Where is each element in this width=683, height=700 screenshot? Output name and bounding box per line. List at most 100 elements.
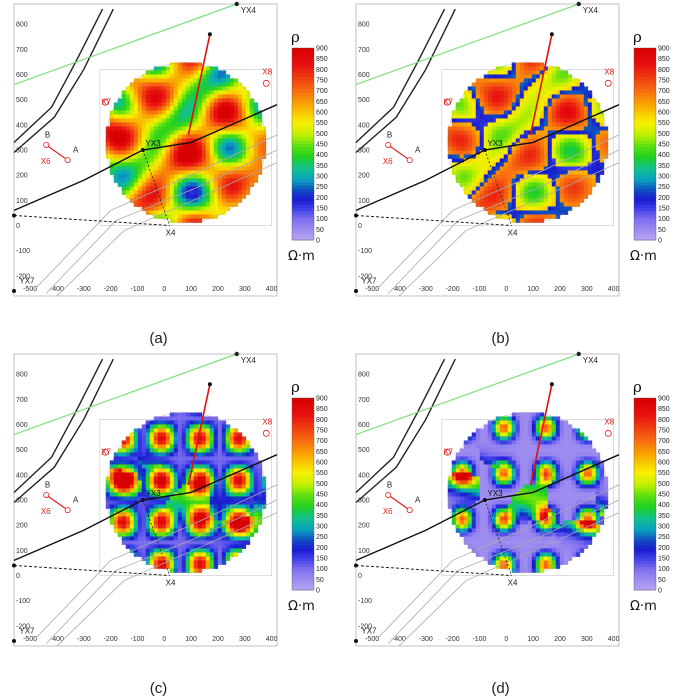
disc-cell	[193, 456, 199, 461]
disc-cell	[189, 544, 195, 549]
colorbar-tick-label: 450	[316, 492, 328, 499]
disc-cell	[499, 214, 505, 219]
disc-cell	[567, 142, 573, 147]
disc-cell	[515, 460, 521, 465]
disc-cell	[165, 452, 171, 457]
disc-cell	[221, 468, 227, 473]
disc-cell	[129, 118, 135, 123]
disc-cell	[491, 118, 497, 123]
disc-cell	[515, 420, 521, 425]
disc-cell	[249, 122, 255, 127]
disc-cell	[121, 150, 127, 155]
disc-cell	[177, 154, 183, 159]
disc-cell	[519, 70, 525, 75]
disc-cell	[583, 118, 589, 123]
disc-cell	[563, 90, 569, 95]
disc-cell	[145, 166, 151, 171]
disc-cell	[205, 106, 211, 111]
disc-cell	[129, 540, 135, 545]
disc-cell	[189, 444, 195, 449]
colorbar-tick-label: 350	[316, 163, 328, 170]
disc-cell	[213, 122, 219, 127]
disc-cell	[161, 476, 167, 481]
disc-cell	[551, 432, 557, 437]
disc-cell	[153, 174, 159, 179]
disc-cell	[161, 420, 167, 425]
disc-cell	[249, 106, 255, 111]
disc-cell	[253, 480, 259, 485]
disc-cell	[145, 118, 151, 123]
disc-cell	[177, 118, 183, 123]
disc-cell	[125, 508, 131, 513]
disc-cell	[181, 568, 187, 573]
disc-cell	[567, 190, 573, 195]
disc-cell	[543, 66, 549, 71]
disc-cell	[149, 424, 155, 429]
disc-cell	[503, 154, 509, 159]
disc-cell	[515, 472, 521, 477]
disc-cell	[547, 98, 553, 103]
disc-cell	[483, 130, 489, 135]
disc-cell	[249, 484, 255, 489]
disc-cell	[539, 210, 545, 215]
disc-cell	[555, 150, 561, 155]
disc-cell	[555, 484, 561, 489]
disc-cell	[559, 158, 565, 163]
colorbar-step	[292, 538, 314, 543]
disc-cell	[531, 218, 537, 223]
disc-cell	[241, 500, 247, 505]
disc-cell	[543, 468, 549, 473]
disc-cell	[459, 480, 465, 485]
disc-cell	[165, 202, 171, 207]
disc-cell	[499, 198, 505, 203]
disc-cell	[225, 552, 231, 557]
disc-cell	[475, 122, 481, 127]
disc-cell	[523, 158, 529, 163]
disc-cell	[129, 150, 135, 155]
disc-cell	[169, 444, 175, 449]
disc-cell	[531, 214, 537, 219]
disc-cell	[205, 448, 211, 453]
disc-cell	[253, 452, 259, 457]
disc-cell	[149, 552, 155, 557]
disc-cell	[475, 452, 481, 457]
disc-cell	[129, 174, 135, 179]
disc-cell	[567, 138, 573, 143]
disc-cell	[503, 452, 509, 457]
disc-cell	[189, 182, 195, 187]
disc-cell	[217, 154, 223, 159]
disc-cell	[499, 122, 505, 127]
colorbar-tick-label: 800	[316, 417, 328, 424]
disc-cell	[213, 106, 219, 111]
disc-cell	[555, 424, 561, 429]
disc-cell	[471, 146, 477, 151]
disc-cell	[229, 500, 235, 505]
disc-cell	[205, 166, 211, 171]
disc-cell	[241, 520, 247, 525]
disc-cell	[595, 170, 601, 175]
disc-cell	[129, 432, 135, 437]
disc-cell	[113, 114, 119, 119]
disc-cell	[587, 174, 593, 179]
disc-cell	[559, 468, 565, 473]
disc-cell	[201, 444, 207, 449]
disc-cell	[523, 214, 529, 219]
disc-cell	[547, 488, 553, 493]
disc-cell	[455, 122, 461, 127]
disc-cell	[567, 428, 573, 433]
disc-cell	[113, 178, 119, 183]
disc-cell	[571, 194, 577, 199]
disc-cell	[543, 492, 549, 497]
disc-cell	[559, 118, 565, 123]
disc-cell	[539, 130, 545, 135]
disc-cell	[153, 154, 159, 159]
disc-cell	[559, 130, 565, 135]
disc-cell	[197, 416, 203, 421]
disc-cell	[249, 150, 255, 155]
disc-cell	[539, 74, 545, 79]
disc-cell	[507, 488, 513, 493]
disc-cell	[133, 162, 139, 167]
disc-cell	[495, 432, 501, 437]
disc-cell	[181, 162, 187, 167]
disc-cell	[217, 122, 223, 127]
